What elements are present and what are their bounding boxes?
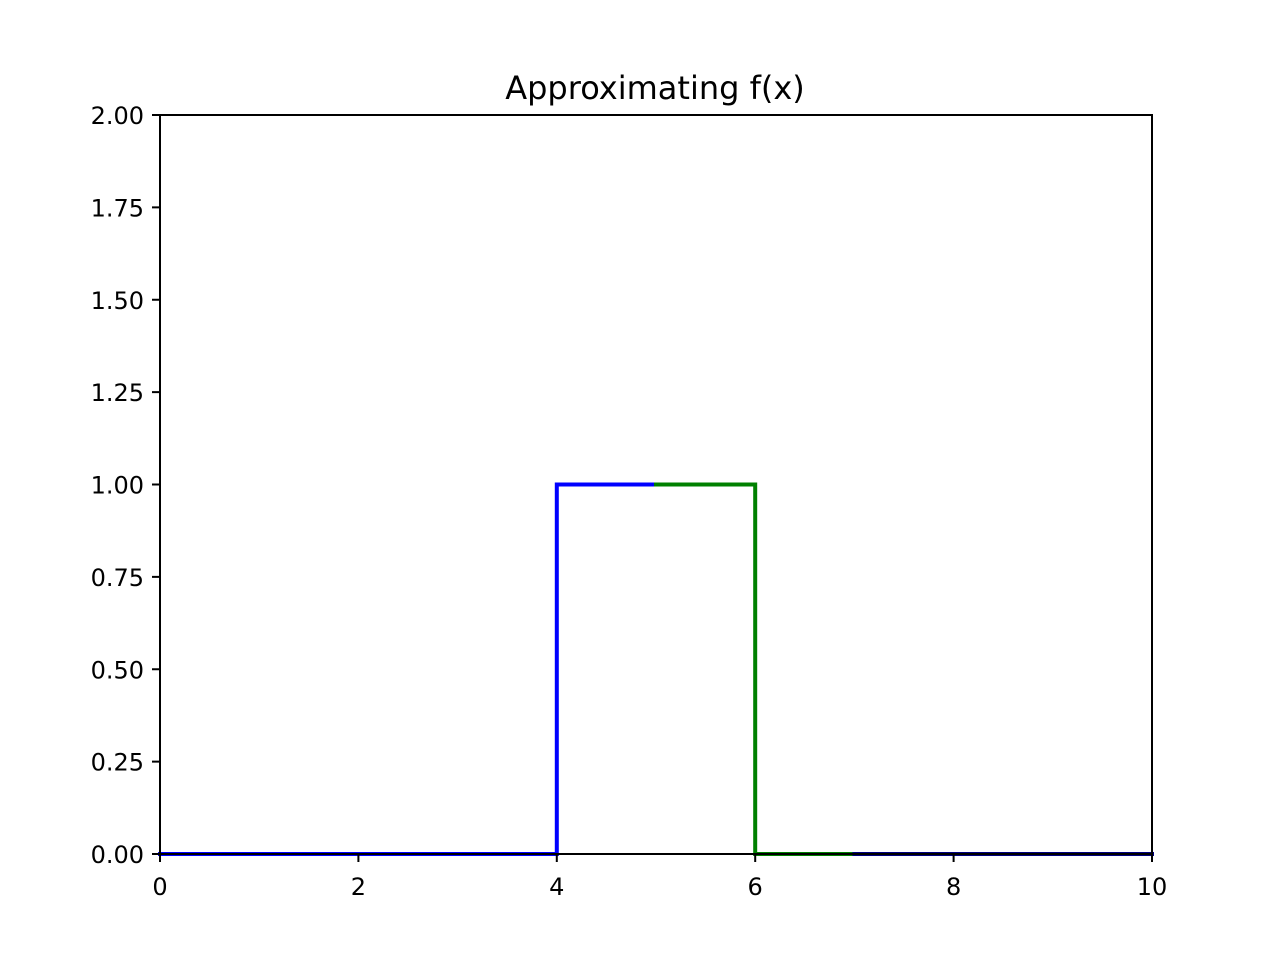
y-tick-label: 2.00 <box>91 102 144 130</box>
x-tick-label: 6 <box>748 873 763 901</box>
y-tick-label: 1.50 <box>91 287 144 315</box>
x-tick-label: 4 <box>549 873 564 901</box>
series-layer <box>158 482 1154 856</box>
x-tick-label: 0 <box>152 873 167 901</box>
y-tick-label: 1.75 <box>91 194 144 222</box>
y-axis: 0.00 0.25 0.50 0.75 1.00 1.25 1.50 1.75 2.00 <box>91 102 160 869</box>
x-tick-label: 2 <box>351 873 366 901</box>
chart-title: Approximating f(x) <box>505 69 805 107</box>
y-tick-label: 1.00 <box>91 472 144 500</box>
y-tick-label: 1.25 <box>91 379 144 407</box>
y-tick-label: 0.00 <box>91 841 144 869</box>
y-tick-label: 0.25 <box>91 749 144 777</box>
y-tick-label: 0.75 <box>91 564 144 592</box>
x-tick-label: 10 <box>1137 873 1168 901</box>
series-line-1 <box>158 482 658 856</box>
x-axis: 0 2 4 6 8 10 <box>152 854 1167 901</box>
x-tick-label: 8 <box>946 873 961 901</box>
y-tick-label: 0.50 <box>91 656 144 684</box>
series-line-2 <box>654 482 857 856</box>
